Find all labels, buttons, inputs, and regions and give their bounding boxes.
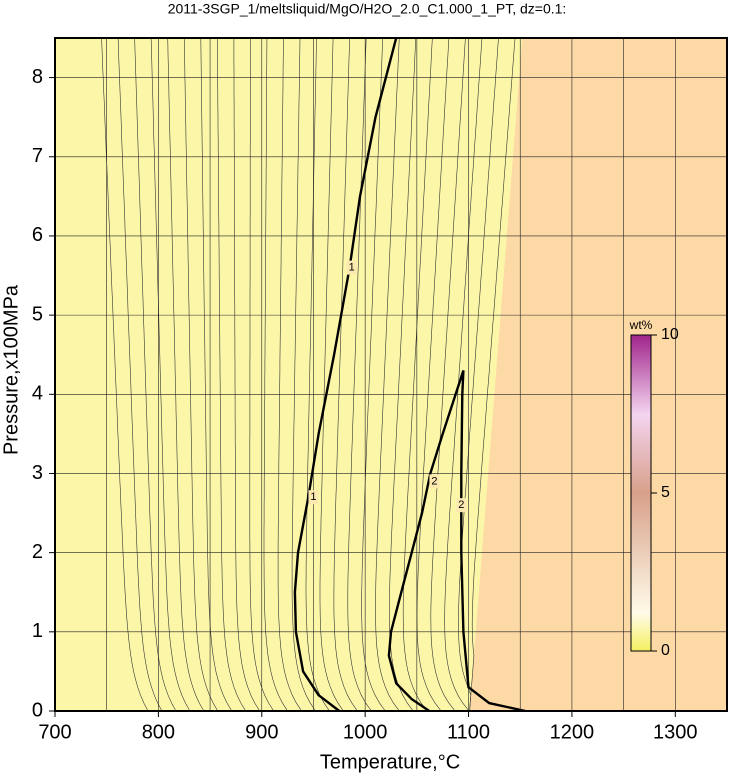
contour-labeled xyxy=(293,38,398,711)
contour-line xyxy=(263,38,288,711)
x-tick-label: 1000 xyxy=(343,721,388,743)
colorbar-tick-label: 10 xyxy=(661,326,679,343)
contour-line xyxy=(444,38,483,711)
y-tick-label: 7 xyxy=(32,145,43,167)
contour-line xyxy=(249,38,274,711)
contour-line xyxy=(167,38,205,711)
contour-line xyxy=(150,38,191,711)
y-tick-label: 5 xyxy=(32,303,43,325)
contour-labeled xyxy=(387,370,526,711)
contour-line xyxy=(291,38,316,711)
contour-line xyxy=(375,38,400,711)
background-liquid xyxy=(469,38,727,711)
contour-label-bg xyxy=(346,260,357,275)
contour-label-bg xyxy=(456,498,467,513)
y-tick-label: 8 xyxy=(32,66,43,88)
plot-area: 1 1 2 2 xyxy=(55,38,727,711)
y-tick-label: 0 xyxy=(32,699,43,721)
y-tick-label: 2 xyxy=(32,541,43,563)
contour-line xyxy=(389,38,417,711)
x-tick-label: 1300 xyxy=(653,721,698,743)
contour-line xyxy=(183,38,219,711)
contour-line xyxy=(347,38,372,711)
contour-line xyxy=(277,38,302,711)
contour-line xyxy=(117,38,163,711)
chart-title: 2011-3SGP_1/meltsliquid/MgO/H2O_2.0_C1.0… xyxy=(168,1,567,17)
contour-label-bg xyxy=(429,474,440,489)
x-axis-label: Temperature,°C xyxy=(320,751,460,773)
x-tick-label: 800 xyxy=(142,721,175,743)
contour-line xyxy=(305,38,330,711)
contour-line xyxy=(200,38,233,711)
y-tick-label: 3 xyxy=(32,462,43,484)
x-tick-label: 1100 xyxy=(447,721,490,743)
contour-line xyxy=(333,38,358,711)
contour-label: 2 xyxy=(431,475,437,487)
contour-line xyxy=(469,38,516,711)
colorbar-tick-label: 5 xyxy=(661,484,670,501)
contour-line xyxy=(430,38,466,711)
contour-line xyxy=(402,38,433,711)
colorbar xyxy=(630,334,652,652)
x-tick-label: 900 xyxy=(245,721,278,743)
contour-line xyxy=(416,38,450,711)
contour-label: 1 xyxy=(349,262,355,274)
contour-label: 1 xyxy=(310,491,316,503)
x-tick-label: 700 xyxy=(38,721,71,743)
y-axis-label: Pressure,x100MPa xyxy=(0,284,22,455)
contour-line xyxy=(458,38,499,711)
colorbar-tick-label: 0 xyxy=(661,642,670,659)
contour-line xyxy=(233,38,260,711)
contour-line xyxy=(217,38,246,711)
contour-label: 2 xyxy=(458,499,464,511)
contour-line xyxy=(134,38,177,711)
y-tick-label: 1 xyxy=(32,620,43,642)
colorbar-label: wt% xyxy=(629,318,653,332)
contour-line xyxy=(101,38,149,711)
plot-frame xyxy=(54,37,728,712)
contour-line xyxy=(361,38,386,711)
y-tick-label: 6 xyxy=(32,224,43,246)
y-tick-label: 4 xyxy=(32,383,43,405)
contour-label-bg xyxy=(308,490,319,505)
contour-line xyxy=(319,38,344,711)
x-tick-label: 1200 xyxy=(550,721,595,743)
